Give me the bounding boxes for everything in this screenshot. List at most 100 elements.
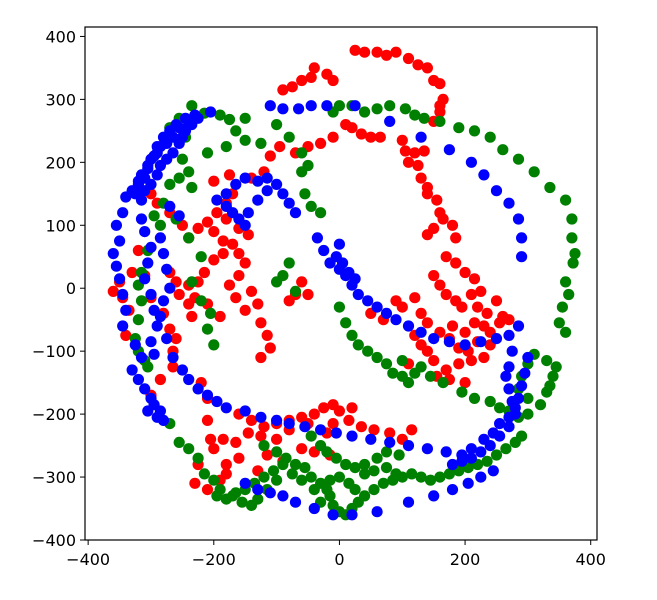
series-0 (107, 44, 515, 496)
point-s0-59 (450, 232, 462, 244)
point-s0-22 (346, 122, 358, 134)
point-s1-165 (368, 465, 380, 477)
point-s2-93 (164, 282, 176, 294)
point-s2-108 (139, 383, 151, 395)
point-s2-24 (154, 159, 166, 172)
point-s0-7 (421, 62, 433, 74)
point-s1-93 (522, 408, 534, 420)
point-s1-45 (567, 257, 579, 269)
point-s2-11 (490, 185, 503, 197)
point-s2-0 (264, 100, 276, 112)
point-s1-49 (148, 210, 160, 222)
point-s0-168 (261, 449, 273, 461)
point-s0-43 (201, 216, 214, 228)
point-s0-131 (459, 377, 471, 389)
point-s2-15 (516, 251, 528, 263)
point-s0-143 (245, 414, 258, 426)
point-s1-38 (512, 153, 525, 165)
point-s2-103 (220, 402, 232, 414)
point-s2-153 (522, 351, 534, 364)
point-s1-6 (220, 141, 232, 153)
point-s0-4 (390, 46, 402, 58)
y-tick-label: 100 (45, 216, 76, 235)
point-s1-44 (569, 248, 581, 260)
point-s1-16 (271, 119, 283, 131)
point-s0-11 (296, 74, 308, 87)
point-s0-123 (440, 364, 452, 376)
point-s1-29 (384, 100, 396, 112)
point-s1-36 (484, 131, 496, 143)
point-s1-30 (399, 103, 411, 115)
point-s1-106 (563, 288, 575, 301)
point-s2-156 (512, 392, 525, 404)
point-s0-44 (192, 222, 204, 234)
point-s2-170 (330, 427, 342, 439)
point-s2-79 (139, 226, 151, 238)
point-s2-157 (509, 402, 521, 414)
point-s0-203 (217, 235, 229, 247)
point-s0-126 (415, 339, 427, 351)
point-s0-134 (201, 414, 214, 426)
point-s0-153 (355, 421, 367, 433)
point-s2-46 (148, 150, 160, 162)
point-s2-88 (164, 200, 176, 212)
point-s0-104 (456, 301, 468, 313)
point-s1-150 (481, 455, 493, 467)
point-s2-25 (151, 169, 163, 181)
point-s2-185 (371, 506, 383, 518)
point-s2-126 (402, 320, 415, 332)
point-s2-83 (145, 288, 157, 301)
point-s1-109 (560, 326, 572, 338)
point-s1-18 (296, 147, 308, 159)
point-s1-138 (368, 484, 380, 496)
point-s2-14 (516, 232, 528, 244)
point-s1-79 (387, 367, 399, 379)
point-s1-94 (534, 399, 547, 411)
y-tick-label: 300 (45, 90, 76, 109)
point-s2-159 (494, 418, 506, 430)
point-s2-99 (183, 373, 195, 386)
point-s1-2 (214, 109, 226, 121)
point-s2-52 (220, 188, 232, 200)
point-s2-1 (277, 103, 289, 115)
x-tick-label: 200 (450, 550, 481, 569)
point-s0-110 (440, 251, 452, 263)
point-s1-145 (434, 471, 446, 483)
point-s0-91 (421, 317, 433, 329)
point-s0-176 (120, 329, 132, 341)
point-s2-92 (161, 263, 173, 275)
point-s2-10 (478, 169, 490, 181)
point-s1-86 (437, 377, 449, 389)
point-s0-154 (368, 424, 380, 436)
point-s2-86 (145, 336, 157, 348)
point-s0-24 (365, 131, 377, 143)
point-s1-146 (443, 468, 455, 480)
point-s2-98 (176, 364, 188, 376)
point-s2-129 (443, 336, 455, 348)
point-s1-151 (490, 449, 503, 461)
point-s2-116 (318, 244, 330, 257)
point-s1-104 (522, 392, 534, 404)
x-tick-label: −400 (66, 550, 110, 569)
point-s2-154 (519, 367, 531, 379)
point-s1-170 (321, 446, 333, 458)
point-s2-134 (512, 320, 525, 332)
point-s0-183 (132, 244, 144, 257)
point-s2-123 (371, 301, 383, 313)
point-s1-32 (418, 112, 430, 124)
point-s2-167 (283, 418, 295, 430)
point-s1-59 (142, 361, 154, 373)
point-s1-17 (283, 131, 295, 143)
point-s2-165 (255, 411, 267, 423)
point-s0-148 (308, 408, 320, 420)
point-s2-106 (126, 364, 138, 376)
point-s1-85 (424, 370, 437, 382)
point-s1-7 (239, 134, 251, 146)
point-s0-160 (242, 427, 254, 439)
point-s2-112 (142, 405, 154, 417)
point-s0-109 (497, 310, 509, 323)
point-s2-102 (211, 395, 223, 408)
point-s1-88 (468, 392, 481, 404)
point-s0-90 (415, 307, 427, 319)
point-s1-74 (346, 329, 358, 341)
